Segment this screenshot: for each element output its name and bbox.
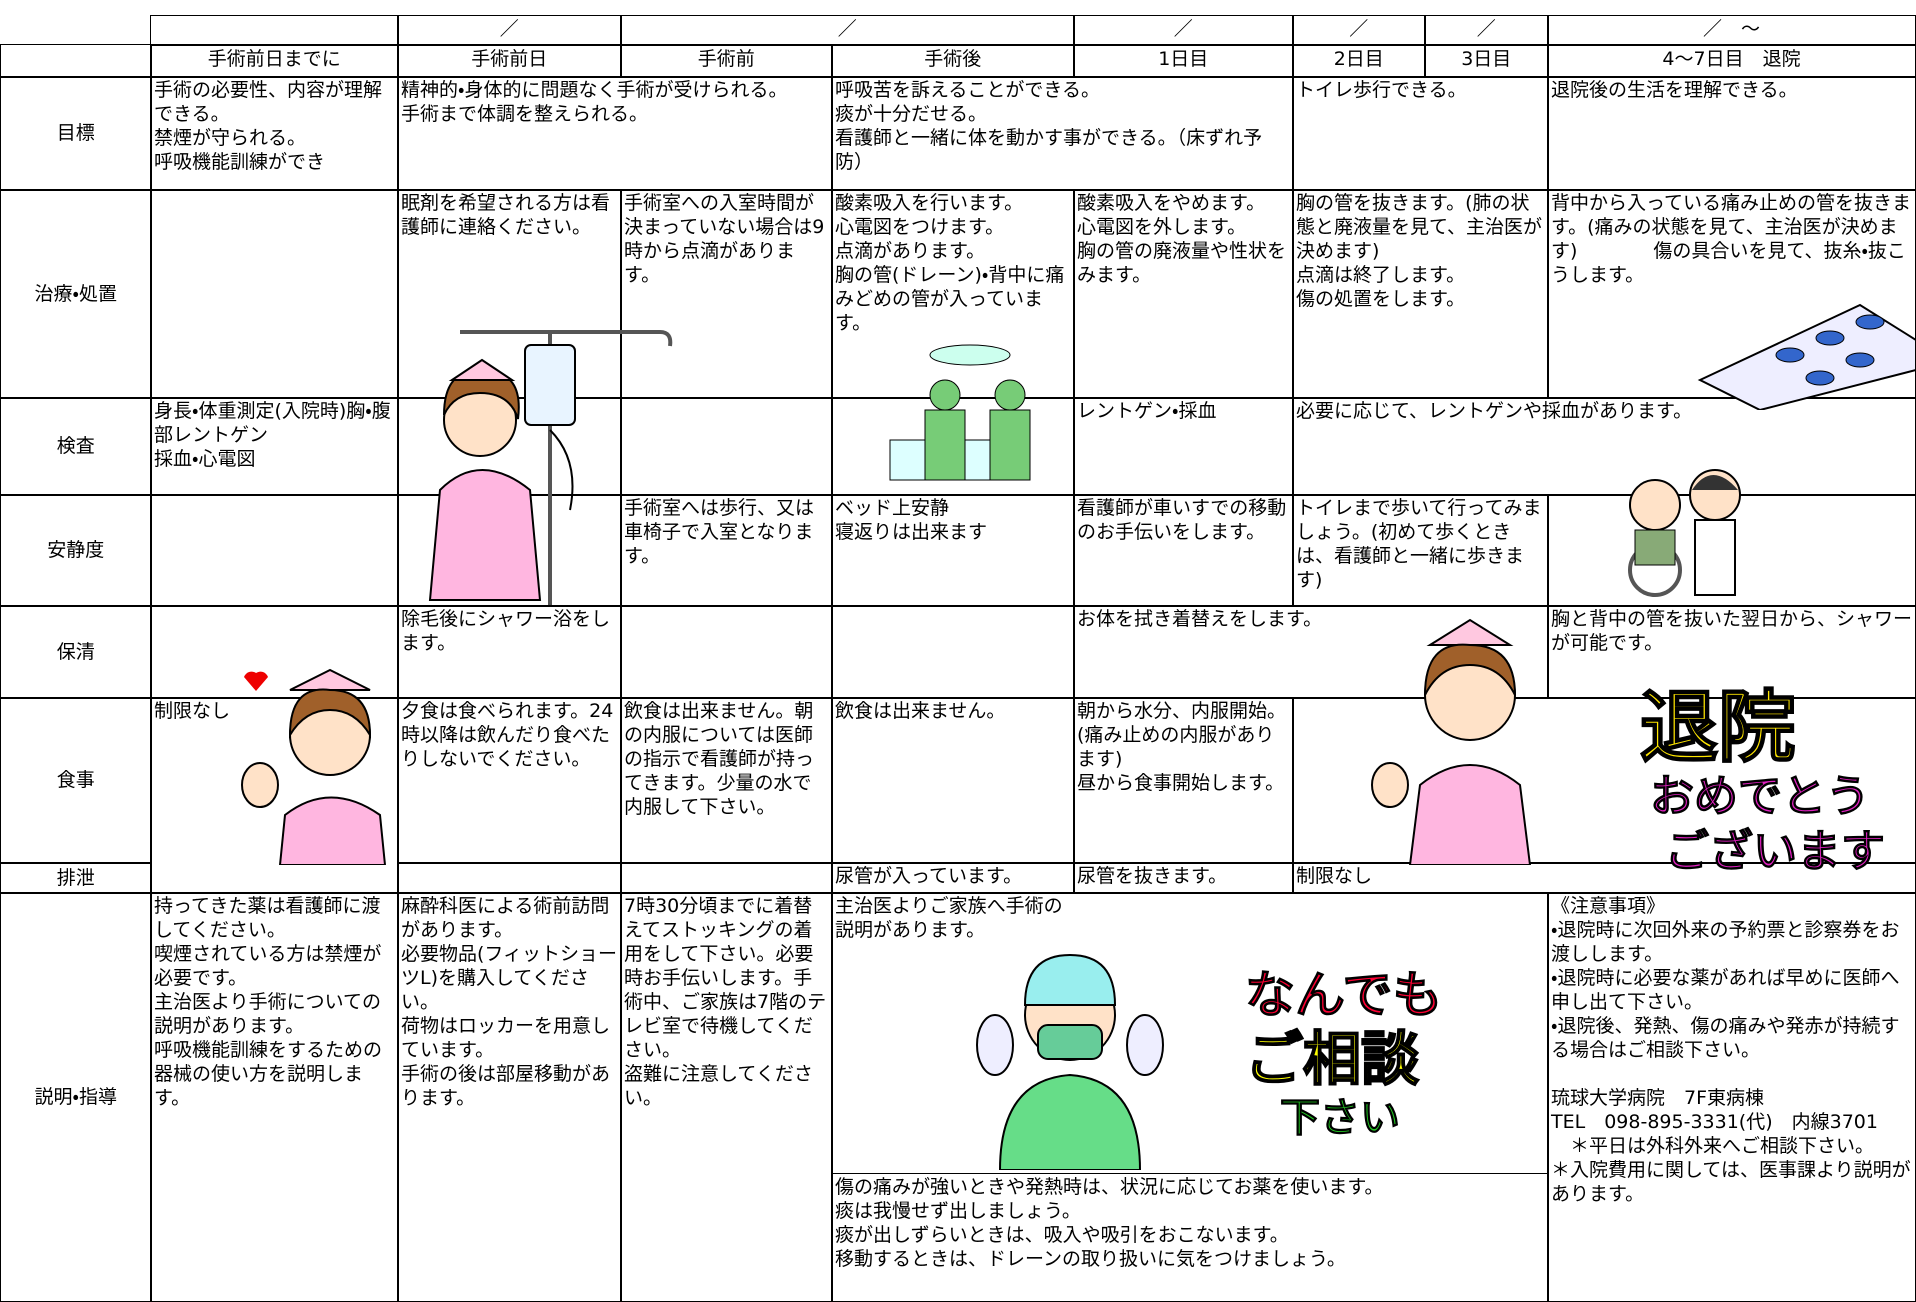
table-cell: 呼吸苦を訴えることができる。 痰が十分だせる。 看護師と一緒に体を動かす事ができ… (831, 76, 1294, 191)
row-label: 排泄 (0, 862, 152, 894)
row-label: 目標 (0, 76, 152, 191)
column-header: 4～7日目 退院 (1547, 44, 1916, 78)
table-cell: 酸素吸入を行います。 心電図をつけます。 点滴があります。 胸の管(ドレーン)・… (831, 189, 1075, 399)
table-cell (150, 189, 399, 399)
table-cell (397, 862, 622, 894)
discharge-art-line: ございます (1665, 826, 1886, 878)
row-label: 治療・処置 (0, 189, 152, 399)
table-cell: 手術室へは歩行、又は車椅子で入室となります。 (620, 494, 833, 607)
table-cell: 手術の必要性、内容が理解できる。 禁煙が守られる。 呼吸機能訓練ができ (150, 76, 399, 191)
table-cell: トイレまで歩いて行ってみましょう。(初めて歩くときは、看護師と一緒に歩きます) (1292, 494, 1549, 607)
table-cell: 手術室への入室時間が決まっていない場合は9時から点滴があります。 (620, 189, 833, 399)
table-cell (1547, 494, 1916, 607)
table-cell: トイレ歩行できる。 (1292, 76, 1549, 191)
table-cell: 胸と背中の管を抜いた翌日から、シャワーが可能です。 (1547, 605, 1916, 699)
table-cell (150, 494, 399, 607)
table-cell: 背中から入っている痛み止めの管を抜きます。(痛みの状態を見て、主治医が決めます)… (1547, 189, 1916, 399)
row-label: 説明・指導 (0, 892, 152, 1302)
table-cell: 飲食は出来ません。朝の内服については医師の指示で看護師が持ってきます。少量の水で… (620, 697, 833, 864)
row-label: 保清 (0, 605, 152, 699)
column-header: 2日目 (1292, 44, 1426, 78)
column-header: 手術後 (831, 44, 1075, 78)
table-cell (831, 605, 1075, 699)
table-cell (397, 494, 622, 607)
column-header: 手術前 (620, 44, 833, 78)
table-cell: ベッド上安静 寝返りは出来ます (831, 494, 1075, 607)
table-cell (620, 605, 833, 699)
table-cell: 主治医よりご家族へ手術の説明があります。 (831, 892, 1549, 1302)
table-cell: 持ってきた薬は看護師に渡してください。 喫煙されている方は禁煙が必要です。 主治… (150, 892, 399, 1302)
column-header: 3日目 (1424, 44, 1549, 78)
row-label: 食事 (0, 697, 152, 864)
table-cell: 酸素吸入をやめます。 心電図を外します。 胸の管の廃液量や性状をみます。 (1073, 189, 1294, 399)
date-cell: ／ (620, 15, 1075, 46)
table-cell: 眠剤を希望される方は看護師に連絡ください。 (397, 189, 622, 399)
date-cell: ／ (1292, 15, 1426, 46)
table-cell: 7時30分頃までに着替えてストッキングの着用をして下さい。必要時お手伝いします。… (620, 892, 833, 1302)
table-cell: 傷の痛みが強いときや発熱時は、状況に応じてお薬を使います。 痰は我慢せず出しまし… (831, 1173, 1549, 1302)
table-cell: 身長・体重測定(入院時)胸・腹部レントゲン 採血・心電図 (150, 397, 399, 496)
consult-art-title: ご相談 (1244, 1024, 1420, 1094)
table-cell (397, 397, 622, 496)
table-cell: お体を拭き着替えをします。 (1073, 605, 1549, 699)
date-cell: ／ (397, 15, 622, 46)
column-header: 1日目 (1073, 44, 1294, 78)
date-cell: ／ (1424, 15, 1549, 46)
table-cell (620, 862, 833, 894)
table-cell: 制限なし (150, 697, 399, 894)
table-cell (0, 44, 152, 78)
table-cell: 胸の管を抜きます。(肺の状態と廃液量を見て、主治医が決めます) 点滴は終了します… (1292, 189, 1549, 399)
table-cell: 精神的・身体的に問題なく手術が受けられる。 手術まで体調を整えられる。 (397, 76, 833, 191)
table-cell: 飲食は出来ません。 (831, 697, 1075, 864)
row-label: 安静度 (0, 494, 152, 607)
table-cell: 朝から水分、内服開始。(痛み止めの内服があります) 昼から食事開始します。 (1073, 697, 1294, 864)
table-cell: 必要に応じて、レントゲンや採血があります。 (1292, 397, 1916, 496)
row-label: 検査 (0, 397, 152, 496)
cell-text: 主治医よりご家族へ手術の説明があります。 (835, 895, 1063, 941)
table-cell: 尿管が入っています。 (831, 862, 1075, 894)
consult-art-line: 下さい (1280, 1095, 1401, 1142)
date-cell: ／ ～ (1547, 15, 1916, 46)
date-cell: ／ (1073, 15, 1294, 46)
table-cell: 夕食は食べられます。24時以降は飲んだり食べたりしないでください。 (397, 697, 622, 864)
table-cell: 退院後の生活を理解できる。 (1547, 76, 1916, 191)
column-header: 手術前日までに (150, 44, 399, 78)
table-cell (150, 15, 399, 46)
discharge-art-line: おめでとう (1650, 771, 1871, 823)
table-cell: 《注意事項》 ・退院時に次回外来の予約票と診察券をお渡しします。 ・退院時に必要… (1547, 892, 1916, 1302)
table-cell: 看護師が車いすでの移動のお手伝いをします。 (1073, 494, 1294, 607)
table-cell: 除毛後にシャワー浴をします。 (397, 605, 622, 699)
consult-art-line: なんでも (1245, 966, 1443, 1025)
table-cell: レントゲン・採血 (1073, 397, 1294, 496)
discharge-art-title: 退院 (1639, 682, 1797, 774)
table-cell: 麻酔科医による術前訪問があります。 必要物品(フィットショーツL)を購入してくだ… (397, 892, 622, 1302)
table-cell (150, 605, 399, 699)
column-header: 手術前日 (397, 44, 622, 78)
table-cell (831, 397, 1075, 496)
table-cell: 尿管を抜きます。 (1073, 862, 1294, 894)
table-cell (620, 397, 833, 496)
